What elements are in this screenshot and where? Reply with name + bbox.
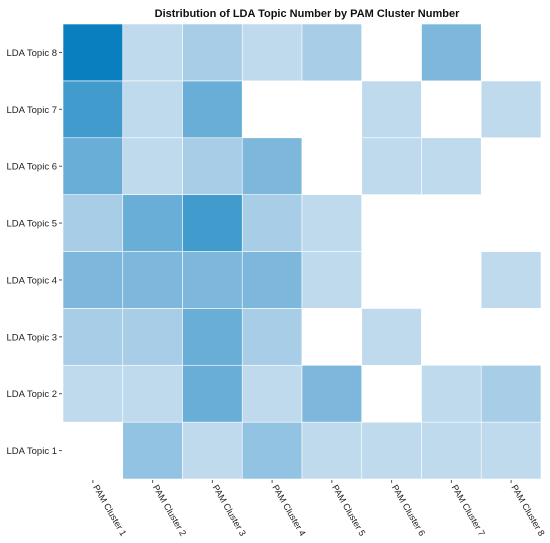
heatmap-cell xyxy=(361,421,422,480)
heatmap-cell xyxy=(241,194,303,252)
heatmap-cell xyxy=(182,364,243,423)
heatmap-cell xyxy=(122,194,183,252)
heatmap-cell xyxy=(122,137,183,195)
heatmap-cell xyxy=(301,194,363,252)
heatmap-cell xyxy=(421,308,482,366)
heatmap-cell xyxy=(241,137,303,195)
heatmap-cells xyxy=(62,23,542,480)
heatmap-cell xyxy=(421,251,482,309)
x-tick-label: PAM Cluster 8 xyxy=(509,483,546,538)
heatmap-cell xyxy=(182,194,243,252)
heatmap-cell xyxy=(62,364,124,423)
y-tick-label: LDA Topic 7 xyxy=(6,105,57,116)
heatmap-cell xyxy=(182,137,243,195)
heatmap-cell xyxy=(480,194,542,252)
heatmap-cell xyxy=(122,251,183,309)
heatmap-cell xyxy=(301,137,363,195)
heatmap-cell xyxy=(361,80,422,139)
heatmap-cell xyxy=(241,251,303,309)
heatmap-cell xyxy=(122,421,183,480)
x-tick-label: PAM Cluster 2 xyxy=(151,483,188,538)
heatmap-cell xyxy=(301,23,363,82)
heatmap-cell xyxy=(62,308,124,366)
heatmap-cell xyxy=(301,364,363,423)
heatmap-cell xyxy=(480,80,542,139)
heatmap-cell xyxy=(241,421,303,480)
heatmap-cell xyxy=(301,80,363,139)
x-tick-label: PAM Cluster 3 xyxy=(211,483,248,538)
heatmap-cell xyxy=(122,80,183,139)
heatmap-cell xyxy=(62,80,124,139)
heatmap-cell xyxy=(241,23,303,82)
chart-title: Distribution of LDA Topic Number by PAM … xyxy=(155,8,460,20)
heatmap-cell xyxy=(62,137,124,195)
heatmap-cell xyxy=(361,137,422,195)
heatmap-cell xyxy=(421,194,482,252)
heatmap-cell xyxy=(182,80,243,139)
x-tick-label: PAM Cluster 5 xyxy=(330,483,367,538)
heatmap-cell xyxy=(301,421,363,480)
heatmap-cell xyxy=(301,308,363,366)
heatmap-cell xyxy=(421,137,482,195)
heatmap-cell xyxy=(480,364,542,423)
y-axis: LDA Topic 1 LDA Topic 2 LDA Topic 3 LDA Top… xyxy=(6,48,62,457)
heatmap-cell xyxy=(182,251,243,309)
heatmap-cell xyxy=(62,251,124,309)
heatmap-cell xyxy=(480,421,542,480)
heatmap-cell xyxy=(62,421,124,480)
y-tick-label: LDA Topic 5 xyxy=(6,219,57,230)
heatmap-cell xyxy=(480,137,542,195)
heatmap-cell xyxy=(182,421,243,480)
heatmap-cell xyxy=(480,308,542,366)
heatmap-cell xyxy=(361,251,422,309)
heatmap-cell xyxy=(301,251,363,309)
x-axis: PAM Cluster 1 PAM Cluster 2 PAM Cluster 3 P… xyxy=(91,480,547,538)
heatmap-cell xyxy=(62,194,124,252)
y-tick-label: LDA Topic 8 xyxy=(6,48,57,59)
heatmap-cell xyxy=(421,364,482,423)
heatmap-cell xyxy=(361,194,422,252)
heatmap-cell xyxy=(182,308,243,366)
heatmap-cell xyxy=(361,308,422,366)
x-tick-label: PAM Cluster 1 xyxy=(91,483,128,538)
heatmap-cell xyxy=(241,80,303,139)
y-tick-label: LDA Topic 1 xyxy=(6,446,57,457)
x-tick-label: PAM Cluster 4 xyxy=(270,483,307,538)
y-tick-label: LDA Topic 4 xyxy=(6,275,57,286)
heatmap-cell xyxy=(122,364,183,423)
heatmap-cell xyxy=(421,80,482,139)
heatmap-cell xyxy=(361,23,422,82)
heatmap-cell xyxy=(122,23,183,82)
y-tick-label: LDA Topic 2 xyxy=(6,389,57,400)
y-tick-label: LDA Topic 6 xyxy=(6,162,57,173)
heatmap-cell xyxy=(421,421,482,480)
heatmap-cell xyxy=(480,251,542,309)
heatmap-cell xyxy=(241,308,303,366)
x-tick-label: PAM Cluster 6 xyxy=(390,483,427,538)
heatmap-cell xyxy=(182,23,243,82)
x-tick-label: PAM Cluster 7 xyxy=(450,483,487,538)
heatmap-cell xyxy=(241,364,303,423)
heatmap-cell xyxy=(122,308,183,366)
y-tick-label: LDA Topic 3 xyxy=(6,332,57,343)
heatmap-cell xyxy=(480,23,542,82)
heatmap-cell xyxy=(421,23,482,82)
heatmap-cell xyxy=(361,364,422,423)
heatmap-cell xyxy=(62,23,124,82)
